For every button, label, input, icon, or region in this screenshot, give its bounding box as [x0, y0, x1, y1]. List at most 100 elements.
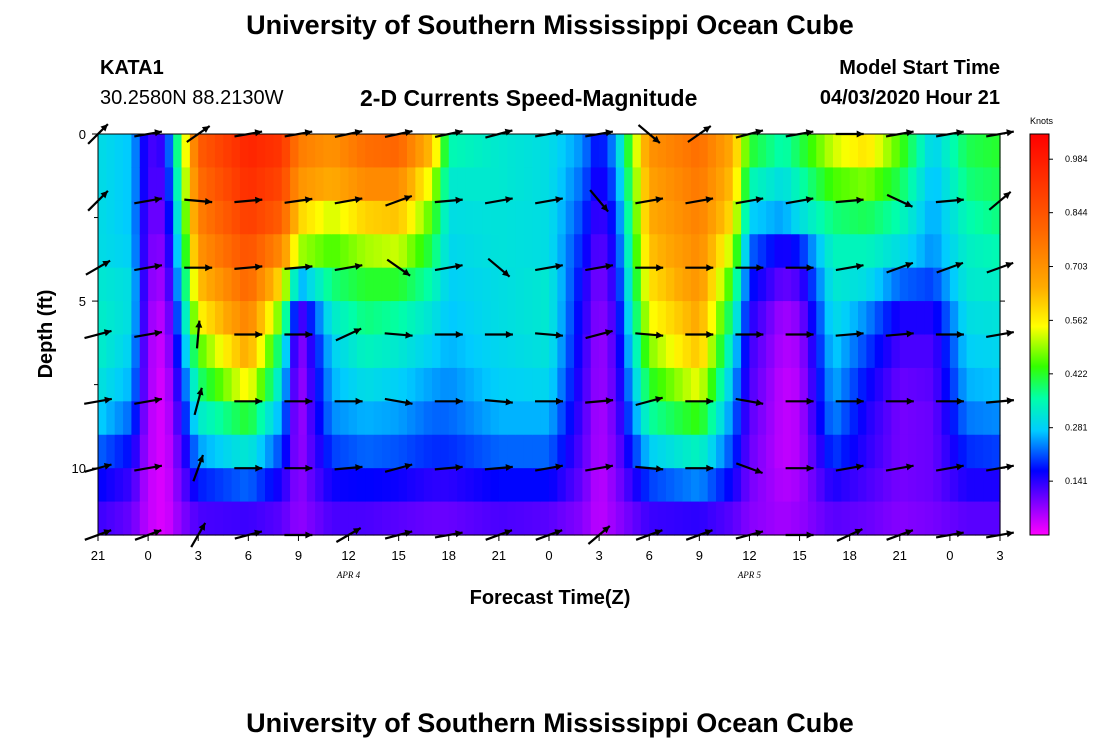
- heatmap-cell: [523, 334, 533, 369]
- heatmap-cell: [407, 200, 416, 235]
- heatmap-cell: [582, 468, 592, 503]
- current-vector: [735, 264, 764, 272]
- heatmap-cell: [323, 501, 333, 536]
- heatmap-cell: [214, 301, 224, 336]
- heatmap-cell: [198, 134, 208, 169]
- heatmap-cell: [640, 367, 650, 402]
- heatmap-cell: [749, 234, 759, 269]
- heatmap-cell: [373, 167, 383, 202]
- heatmap-cell: [106, 167, 116, 202]
- heatmap-cell: [482, 267, 492, 302]
- colorbar-scale: [1029, 133, 1050, 536]
- heatmap-cell: [465, 301, 475, 336]
- heatmap-cell: [373, 334, 383, 369]
- heatmap-cell: [206, 200, 216, 235]
- heatmap-cell: [540, 301, 550, 336]
- heatmap-cell: [123, 334, 133, 369]
- heatmap-cell: [407, 468, 416, 503]
- heatmap-cell: [632, 167, 642, 202]
- heatmap-cell: [665, 501, 675, 536]
- heatmap-cell: [131, 134, 141, 169]
- heatmap-cell: [98, 167, 107, 202]
- heatmap-cell: [657, 401, 667, 436]
- current-vector: [234, 464, 263, 472]
- heatmap-cell: [665, 334, 675, 369]
- heatmap-cell: [732, 234, 742, 269]
- heatmap-cell: [206, 468, 216, 503]
- heatmap-cell: [223, 468, 233, 503]
- heatmap-cell: [490, 234, 500, 269]
- heatmap-cell: [331, 367, 341, 402]
- heatmap-cell: [891, 167, 901, 202]
- heatmap-cell: [306, 434, 316, 469]
- heatmap-cell: [966, 334, 976, 369]
- heatmap-cell: [490, 267, 500, 302]
- current-vector: [385, 194, 413, 207]
- heatmap-cell: [607, 134, 617, 169]
- colorbar-tick-label: 0.281: [1065, 423, 1088, 433]
- heatmap-cell: [498, 367, 508, 402]
- heatmap-cell: [231, 434, 241, 469]
- heatmap-cell: [849, 501, 859, 536]
- heatmap-cell: [716, 267, 725, 302]
- heatmap-cell: [498, 200, 508, 235]
- heatmap-cell: [131, 200, 141, 235]
- heatmap-cell: [716, 334, 725, 369]
- x-tick-label: 18: [842, 548, 856, 563]
- heatmap-cell: [757, 167, 767, 202]
- heatmap-cell: [523, 434, 533, 469]
- heatmap-cell: [941, 434, 951, 469]
- heatmap-cell: [741, 334, 751, 369]
- heatmap-cell: [532, 334, 542, 369]
- heatmap-cell: [206, 367, 216, 402]
- heatmap-cell: [707, 134, 717, 169]
- heatmap-cell: [281, 134, 291, 169]
- current-vector: [192, 454, 205, 482]
- heatmap-cell: [590, 301, 600, 336]
- heatmap-cell: [356, 167, 366, 202]
- heatmap-cell: [983, 134, 993, 169]
- heatmap-cell: [273, 200, 283, 235]
- heatmap-cell: [732, 267, 742, 302]
- heatmap-cell: [415, 200, 425, 235]
- current-vector: [284, 263, 313, 271]
- heatmap-cell: [590, 367, 600, 402]
- heatmap-cell: [732, 434, 742, 469]
- heatmap-cell: [791, 367, 801, 402]
- heatmap-cell: [156, 334, 166, 369]
- heatmap-cell: [189, 434, 199, 469]
- heatmap-cell: [248, 367, 258, 402]
- heatmap-cell: [432, 367, 442, 402]
- heatmap-cell: [707, 367, 717, 402]
- heatmap-cell: [390, 401, 400, 436]
- heatmap-cell: [139, 134, 149, 169]
- heatmap-cell: [131, 334, 141, 369]
- heatmap-cell: [281, 301, 291, 336]
- heatmap-cell: [908, 434, 918, 469]
- current-vector: [334, 464, 363, 471]
- heatmap-cell: [866, 501, 876, 536]
- heatmap-cell: [331, 301, 341, 336]
- heatmap-cell: [824, 234, 834, 269]
- heatmap-cell: [716, 468, 725, 503]
- heatmap-cell: [699, 267, 709, 302]
- heatmap-cell: [256, 301, 266, 336]
- heatmap-cell: [173, 134, 183, 169]
- heatmap-cell: [148, 200, 158, 235]
- heatmap-cell: [148, 167, 158, 202]
- heatmap-cell: [682, 200, 692, 235]
- heatmap-cell: [381, 367, 391, 402]
- heatmap-cell: [607, 234, 617, 269]
- heatmap-cell: [423, 434, 433, 469]
- heatmap-cell: [123, 267, 133, 302]
- heatmap-cell: [148, 501, 158, 536]
- heatmap-cell: [699, 434, 709, 469]
- heatmap-cell: [832, 468, 842, 503]
- heatmap-cell: [774, 468, 784, 503]
- heatmap-cell: [415, 301, 425, 336]
- heatmap-cell: [724, 434, 734, 469]
- current-vector: [835, 397, 864, 405]
- heatmap-cell: [265, 434, 274, 469]
- current-vector: [535, 196, 563, 205]
- heatmap-cell: [340, 267, 350, 302]
